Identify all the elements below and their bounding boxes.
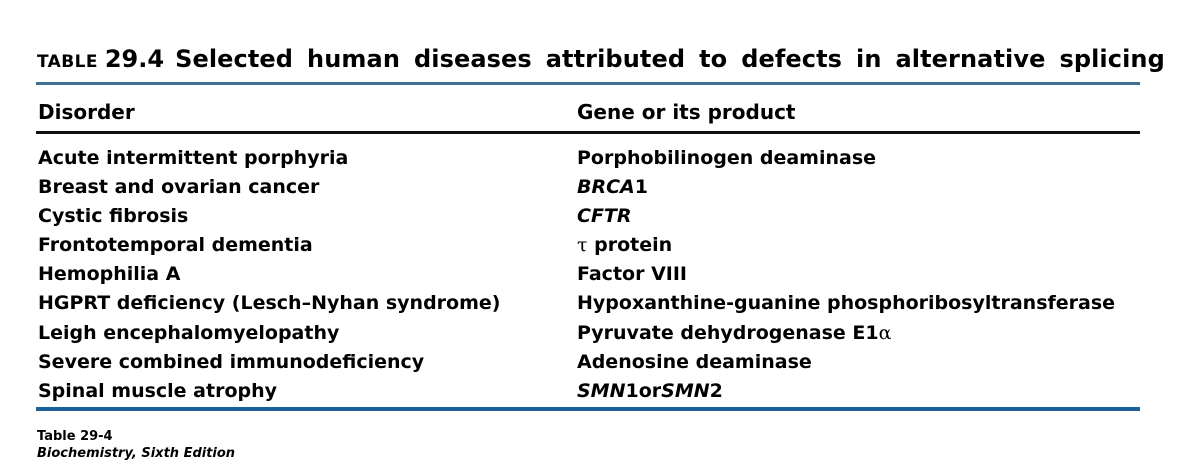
cell-disorder: Severe combined immunodeficiency xyxy=(38,350,425,373)
gene-symbol-number: 1 xyxy=(634,176,648,199)
gene-symbol-italic: SMN xyxy=(577,379,626,402)
gene-name-plain: Adenosine deaminase xyxy=(577,350,812,373)
cell-gene: BRCA1 xyxy=(577,175,648,199)
cell-gene: Hypoxanthine-guanine phosphoribosyltrans… xyxy=(577,291,1115,315)
table-row: Frontotemporal dementia τ protein xyxy=(0,233,1184,262)
table-row: Spinal muscle atrophy SMN1 or SMN2 xyxy=(0,379,1184,408)
cell-disorder: Spinal muscle atrophy xyxy=(38,379,278,402)
table-title-text: Selected human diseases attributed to de… xyxy=(175,45,1165,73)
table-row: Hemophilia A Factor VIII xyxy=(0,262,1184,291)
greek-alpha-glyph: α xyxy=(878,321,892,344)
column-header-gene: Gene or its product xyxy=(577,100,796,124)
cell-gene: SMN1 or SMN2 xyxy=(577,379,723,403)
gene-name-plain: Porphobilinogen deaminase xyxy=(577,147,877,169)
gene-symbol-number: 1 xyxy=(625,379,639,402)
gene-conjunction: or xyxy=(638,379,662,402)
cell-disorder: Frontotemporal dementia xyxy=(38,234,313,257)
cell-gene: Pyruvate dehydrogenase E1α xyxy=(577,321,891,345)
gene-name-plain: Pyruvate dehydrogenase E1 xyxy=(577,321,879,344)
greek-tau-glyph: τ xyxy=(577,234,588,257)
table-body: Acute intermittent porphyria Porphobilin… xyxy=(0,146,1184,408)
cell-disorder: Acute intermittent porphyria xyxy=(38,147,349,169)
table-row: Leigh encephalomyelopathy Pyruvate dehyd… xyxy=(0,321,1184,350)
gene-symbol-italic: BRCA xyxy=(577,176,635,199)
caption-table-number: Table 29-4 xyxy=(37,429,113,444)
gene-name-plain: Factor VIII xyxy=(577,263,687,286)
gene-name-plain: protein xyxy=(587,234,673,257)
cell-gene: Porphobilinogen deaminase xyxy=(577,146,876,170)
cell-gene: Factor VIII xyxy=(577,262,687,286)
table-title-number: 29.4 xyxy=(104,45,165,73)
table-title-label: TABLE xyxy=(37,45,98,73)
table-row: Cystic fibrosis CFTR xyxy=(0,204,1184,233)
rule-header-separator xyxy=(36,131,1140,134)
gene-symbol-italic: SMN xyxy=(661,379,710,402)
cell-disorder: Leigh encephalomyelopathy xyxy=(38,321,340,344)
gene-name-plain: Hypoxanthine-guanine phosphoribosyltrans… xyxy=(577,292,1116,315)
table-row: HGPRT deficiency (Lesch–Nyhan syndrome) … xyxy=(0,291,1184,320)
cell-disorder: Breast and ovarian cancer xyxy=(38,176,320,199)
cell-disorder: Hemophilia A xyxy=(38,263,181,286)
column-header-disorder: Disorder xyxy=(38,100,135,124)
table-title: TABLE 29.4 Selected human diseases attribu… xyxy=(37,44,1165,74)
caption-source: Biochemistry, Sixth Edition xyxy=(37,446,236,461)
table-row: Acute intermittent porphyria Porphobilin… xyxy=(0,146,1184,175)
cell-gene: CFTR xyxy=(577,204,632,228)
gene-symbol-number: 2 xyxy=(709,379,723,402)
table-row: Breast and ovarian cancer BRCA1 xyxy=(0,175,1184,204)
rule-bottom xyxy=(36,407,1140,411)
cell-gene: τ protein xyxy=(577,233,672,257)
table-row: Severe combined immunodeficiency Adenosi… xyxy=(0,350,1184,379)
gene-symbol-italic: CFTR xyxy=(577,205,632,228)
cell-gene: Adenosine deaminase xyxy=(577,350,812,374)
cell-disorder: HGPRT deficiency (Lesch–Nyhan syndrome) xyxy=(38,292,501,315)
cell-disorder: Cystic fibrosis xyxy=(38,205,189,228)
rule-top xyxy=(36,82,1140,85)
figure-caption: Table 29-4 Biochemistry, Sixth Edition xyxy=(37,428,235,462)
